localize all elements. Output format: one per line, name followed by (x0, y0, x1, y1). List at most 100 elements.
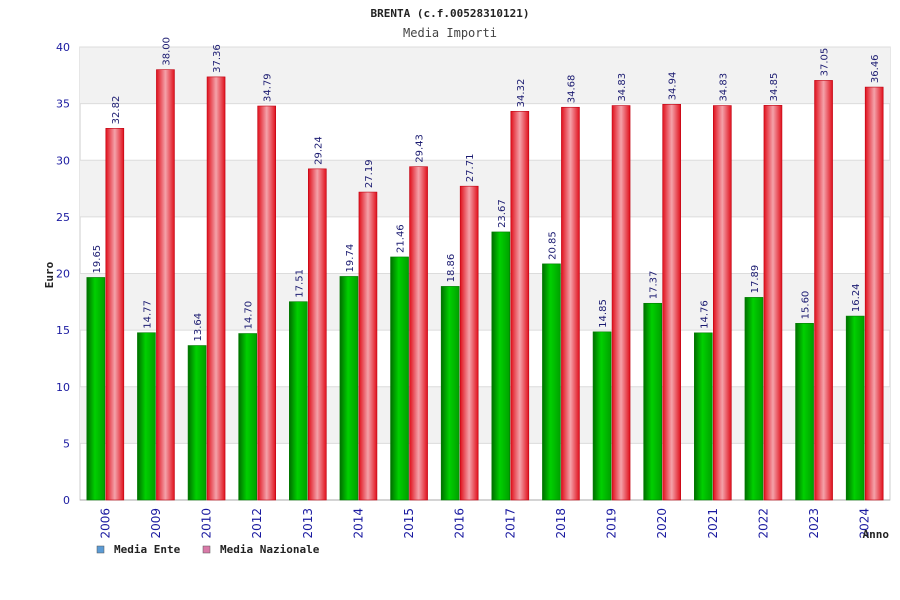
value-label-media-ente: 17.37 (649, 271, 660, 300)
value-label-media-nazionale: 27.19 (364, 159, 375, 188)
bar-media-nazionale (561, 106, 580, 501)
value-label-media-nazionale: 34.79 (263, 73, 274, 102)
bar-media-nazionale (409, 166, 428, 501)
value-label-media-ente: 19.74 (345, 244, 356, 273)
bar-media-ente (339, 276, 359, 501)
value-label-media-nazionale: 34.94 (668, 72, 679, 101)
value-label-media-nazionale: 34.32 (516, 79, 527, 108)
bar-media-nazionale (206, 76, 226, 501)
bar-media-nazionale (459, 185, 479, 501)
x-tick-label: 2013 (301, 508, 315, 539)
value-label-media-nazionale: 34.85 (769, 73, 780, 102)
bar-media-ente (643, 302, 662, 501)
bar-media-ente (694, 332, 713, 501)
bar-media-nazionale (662, 104, 681, 501)
bars (86, 69, 884, 501)
value-label-media-nazionale: 29.24 (313, 136, 324, 165)
y-tick-label: 10 (56, 381, 70, 394)
bar-media-nazionale (257, 105, 276, 501)
bar-media-ente (440, 286, 460, 501)
legend-label-media-ente: Media Ente (114, 543, 181, 556)
bar-media-ente (845, 315, 865, 501)
value-label-media-ente: 20.85 (547, 231, 558, 260)
value-label-media-nazionale: 29.43 (415, 134, 426, 163)
bar-media-ente (491, 231, 511, 501)
x-tick-label: 2018 (554, 508, 568, 539)
y-tick-label: 5 (63, 437, 70, 450)
value-labels: 19.65 32.82 14.77 38.00 13.64 37.36 14.70 34.79… (92, 37, 881, 342)
x-tick-label: 2020 (655, 508, 669, 539)
value-label-media-ente: 21.46 (396, 224, 407, 253)
value-label-media-nazionale: 38.00 (161, 37, 172, 66)
x-tick-label: 2019 (605, 508, 619, 539)
legend-swatch-media-ente (96, 545, 105, 554)
y-tick-label: 30 (56, 154, 70, 167)
value-label-media-nazionale: 36.46 (870, 54, 881, 83)
value-label-media-nazionale: 27.71 (465, 154, 476, 183)
value-label-media-ente: 16.24 (851, 283, 862, 312)
x-tick-label: 2022 (756, 508, 770, 539)
bar-media-nazionale (308, 168, 327, 501)
y-tick-label: 15 (56, 324, 70, 337)
legend-label-media-nazionale: Media Nazionale (220, 543, 320, 556)
value-label-media-ente: 14.85 (598, 299, 609, 328)
bar-media-nazionale (713, 105, 732, 501)
bar-media-nazionale (358, 191, 378, 501)
bar-media-nazionale (611, 105, 631, 501)
x-tick-label: 2010 (200, 508, 214, 539)
value-label-media-ente: 15.60 (801, 291, 812, 320)
value-label-media-nazionale: 37.36 (212, 44, 223, 73)
bar-media-ente (86, 277, 106, 501)
bar-media-ente (744, 297, 764, 501)
bar-media-nazionale (814, 80, 833, 501)
x-tick-label: 2012 (250, 508, 264, 539)
bar-media-nazionale (763, 105, 783, 501)
x-tick-label: 2014 (351, 508, 365, 539)
value-label-media-nazionale: 34.68 (566, 75, 577, 104)
x-tick-label: 2021 (706, 508, 720, 539)
bar-media-ente (390, 256, 409, 501)
legend-swatch-media-nazionale (202, 545, 211, 554)
y-axis-label: Euro (43, 261, 56, 288)
value-label-media-ente: 18.86 (446, 254, 457, 283)
x-tick-label: 2006 (98, 508, 112, 539)
bar-media-ente (795, 323, 814, 501)
value-label-media-ente: 17.51 (294, 269, 305, 298)
x-tick-label: 2023 (807, 508, 821, 539)
y-tick-label: 0 (63, 494, 70, 507)
value-label-media-ente: 14.76 (699, 300, 710, 329)
x-tick-label: 2009 (149, 508, 163, 539)
value-label-media-nazionale: 34.83 (617, 73, 628, 102)
value-label-media-ente: 14.77 (142, 300, 153, 329)
bar-media-ente (137, 332, 156, 501)
x-tick-label: 2024 (858, 508, 872, 539)
value-label-media-nazionale: 34.83 (718, 73, 729, 102)
y-tick-label: 40 (56, 41, 70, 54)
bar-media-nazionale (510, 111, 530, 501)
y-tick-label: 35 (56, 98, 70, 111)
bar-media-ente (542, 263, 561, 501)
bar-media-ente (289, 301, 308, 501)
legend: Media Ente Media Nazionale (96, 543, 320, 556)
x-axis-label: Anno (863, 528, 890, 541)
bar-media-nazionale (105, 128, 125, 501)
y-tick-label: 25 (56, 211, 70, 224)
chart-subtitle: Media Importi (403, 26, 497, 40)
value-label-media-ente: 13.64 (193, 313, 204, 342)
bar-media-nazionale (864, 86, 884, 501)
value-label-media-ente: 17.89 (750, 265, 761, 294)
value-label-media-nazionale: 37.05 (820, 48, 831, 77)
bar-media-ente (187, 345, 207, 501)
bar-media-nazionale (156, 69, 175, 501)
bar-media-ente (592, 331, 612, 501)
y-tick-label: 20 (56, 268, 70, 281)
value-label-media-nazionale: 32.82 (111, 96, 122, 125)
chart-title: BRENTA (c.f.00528310121) (371, 7, 530, 20)
y-axis-ticks: 0 5 10 15 20 25 30 35 40 (56, 41, 70, 507)
x-tick-label: 2016 (453, 508, 467, 539)
value-label-media-ente: 19.65 (92, 245, 103, 274)
value-label-media-ente: 14.70 (244, 301, 255, 330)
x-tick-label: 2015 (402, 508, 416, 539)
x-tick-label: 2017 (503, 508, 517, 539)
